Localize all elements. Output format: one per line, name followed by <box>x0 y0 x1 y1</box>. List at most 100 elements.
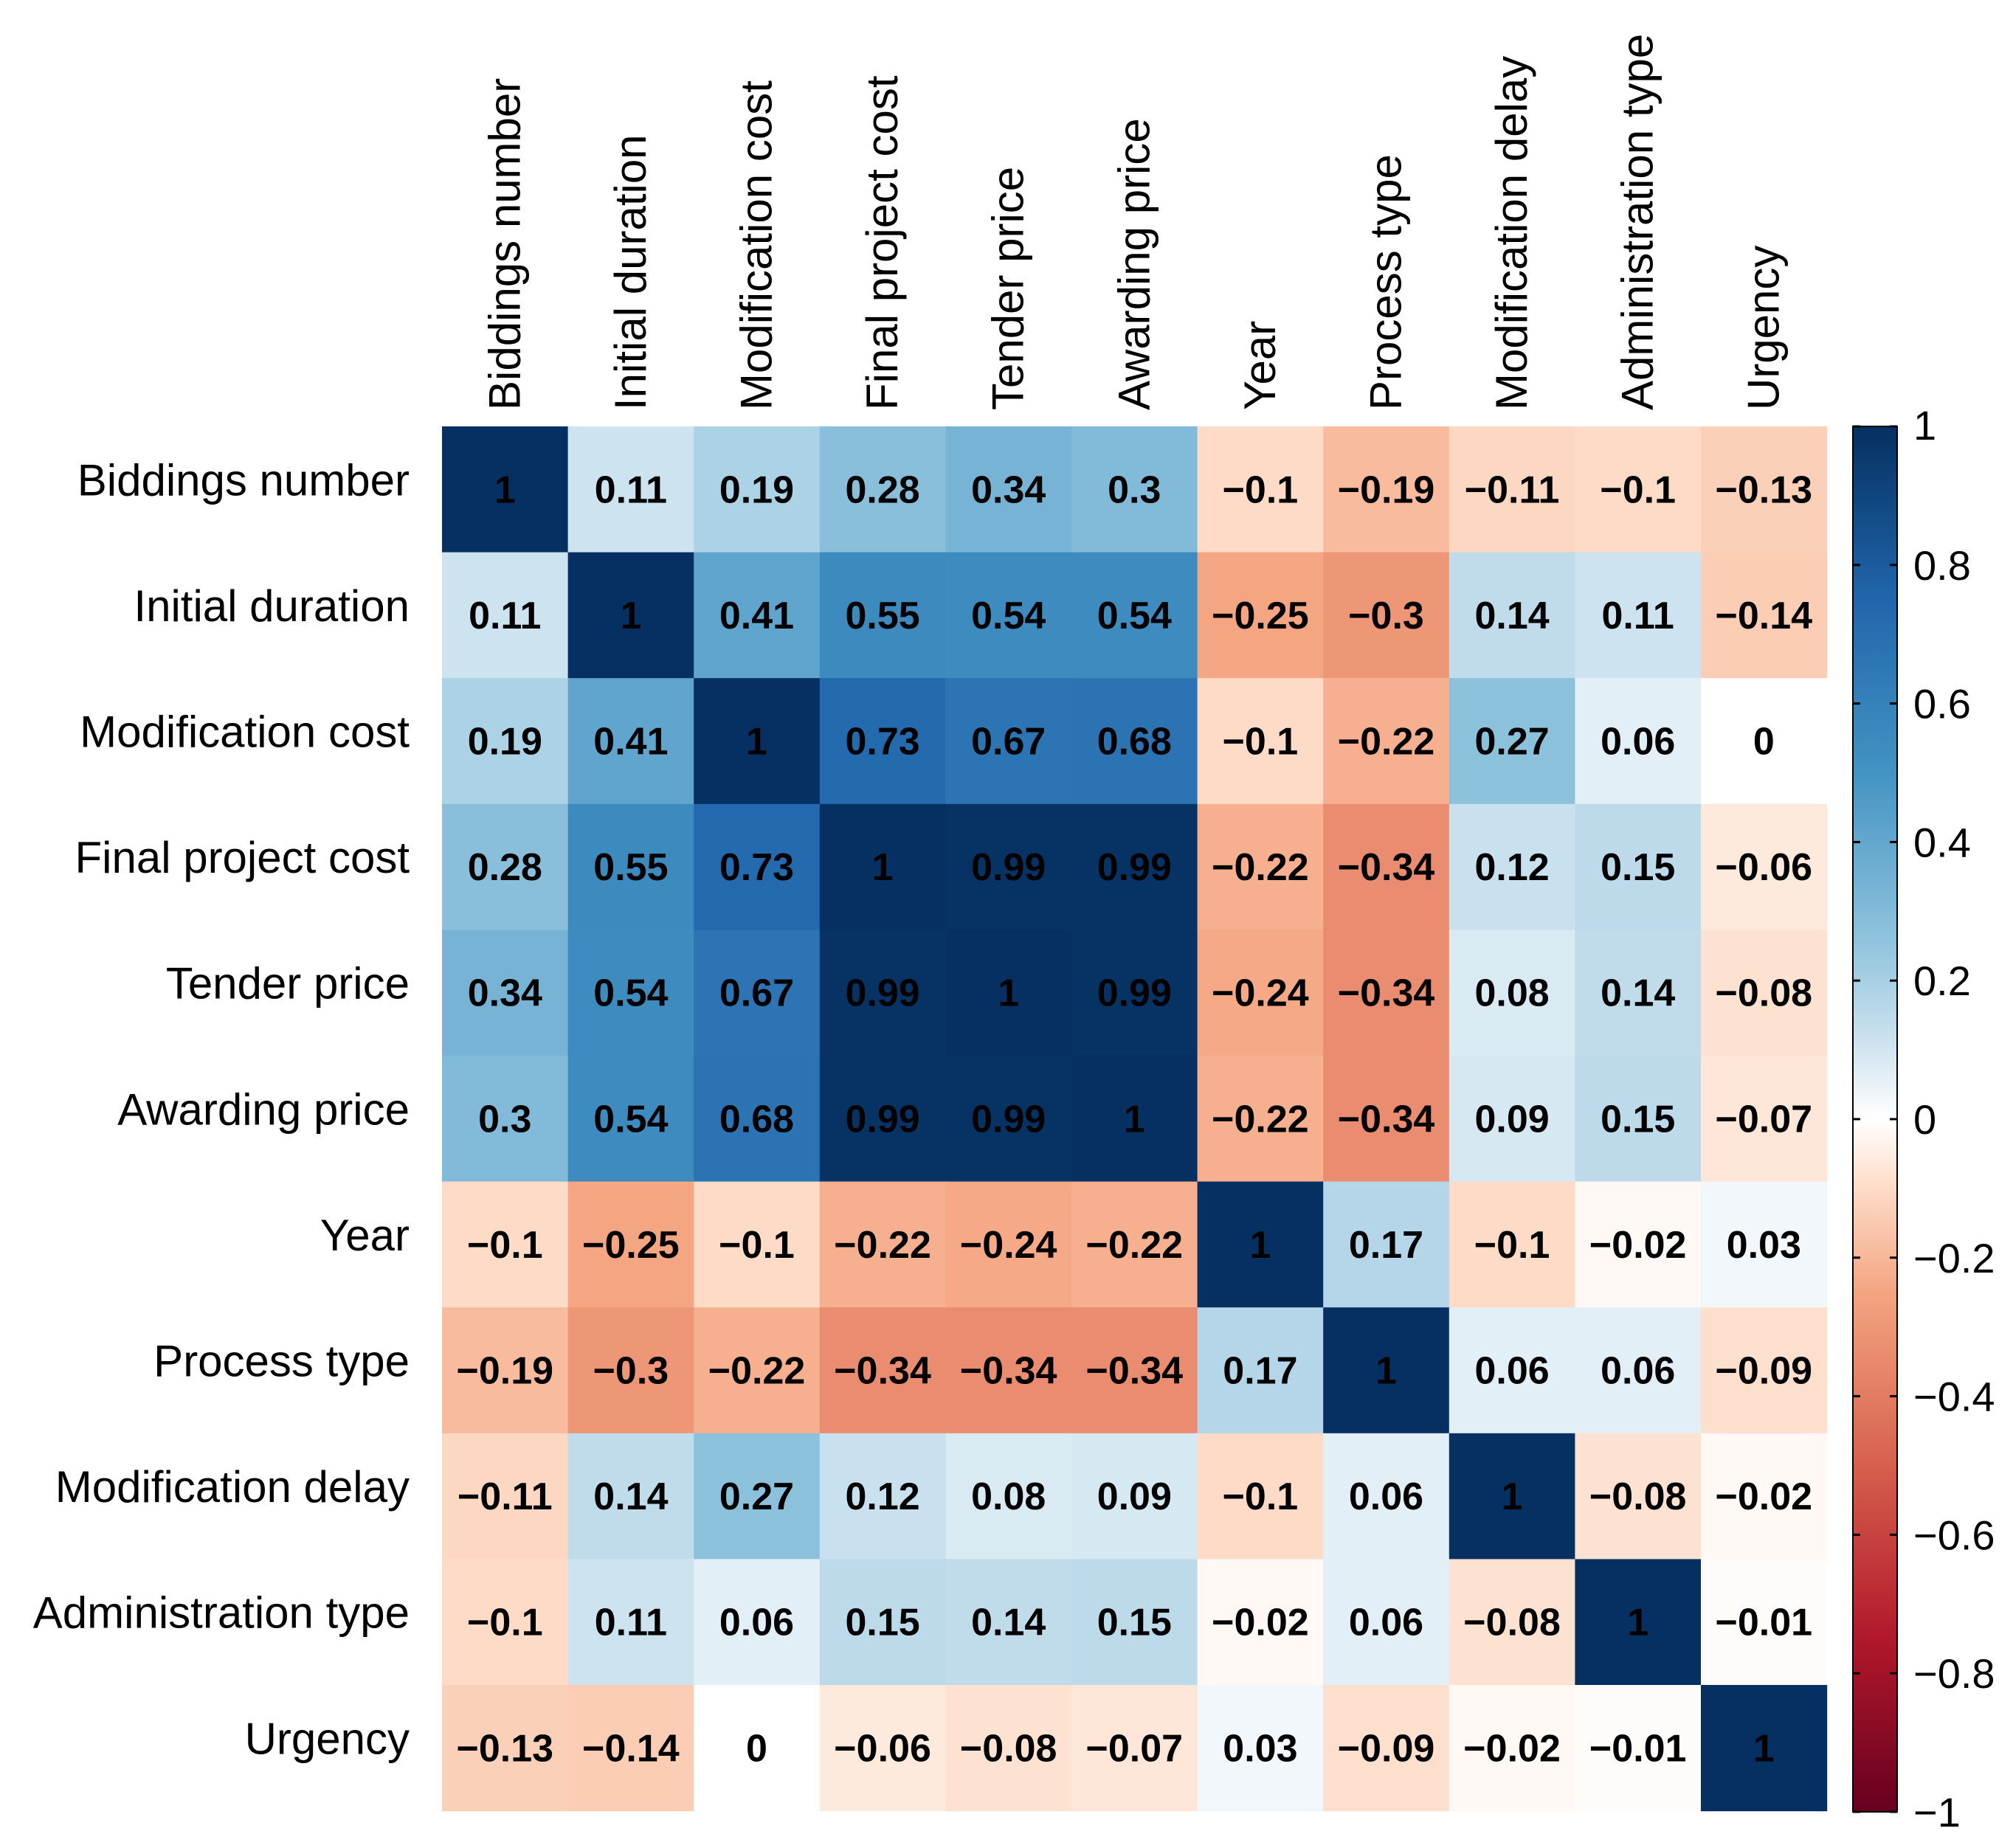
heatmap-cell-modification-delay-modification-delay <box>1449 1433 1575 1560</box>
legend-tick-label: 0.2 <box>1913 958 1971 1004</box>
cell-value-modification-cost-final-project-cost: 0.73 <box>845 721 919 764</box>
cell-value-biddings-number-urgency: −0.13 <box>1716 468 1813 511</box>
heatmap-cell-year-final-project-cost <box>819 1181 946 1308</box>
cell-value-administration-type-final-project-cost: 0.15 <box>845 1602 919 1644</box>
heatmap-cell-initial-duration-administration-type <box>1575 552 1702 679</box>
cell-value-final-project-cost-year: −0.22 <box>1212 846 1309 889</box>
heatmap-cell-biddings-number-modification-cost <box>694 426 821 553</box>
cell-value-tender-price-urgency: −0.08 <box>1716 972 1813 1015</box>
cell-value-modification-cost-administration-type: 0.06 <box>1601 721 1675 764</box>
column-label-process-type: Process type <box>1361 154 1411 410</box>
cell-value-biddings-number-year: −0.1 <box>1223 468 1299 511</box>
heatmap-cell-tender-price-urgency <box>1701 930 1828 1056</box>
cell-value-process-type-urgency: −0.09 <box>1716 1350 1813 1393</box>
heatmap-cell-initial-duration-initial-duration <box>567 552 694 679</box>
heatmap-cell-tender-price-modification-delay <box>1449 930 1575 1056</box>
heatmap-cell-tender-price-awarding-price <box>1071 930 1198 1056</box>
heatmap-cell-administration-type-process-type <box>1323 1559 1450 1686</box>
heatmap-cell-biddings-number-final-project-cost <box>819 426 946 553</box>
heatmap-cell-tender-price-process-type <box>1323 930 1450 1056</box>
cell-value-tender-price-administration-type: 0.14 <box>1601 972 1675 1015</box>
cell-value-awarding-price-initial-duration: 0.54 <box>593 1098 668 1141</box>
heatmap-cell-initial-duration-modification-cost <box>694 552 821 679</box>
cell-value-process-type-tender-price: −0.34 <box>960 1350 1057 1393</box>
heatmap-cell-modification-cost-modification-cost <box>694 678 821 805</box>
heatmap-cell-modification-delay-initial-duration <box>567 1433 694 1560</box>
heatmap-cell-modification-delay-biddings-number <box>442 1433 569 1560</box>
cell-value-urgency-biddings-number: −0.13 <box>457 1727 554 1770</box>
heatmap-cell-modification-delay-final-project-cost <box>819 1433 946 1560</box>
cell-value-awarding-price-modification-delay: 0.09 <box>1474 1098 1549 1141</box>
heatmap-cell-final-project-cost-final-project-cost <box>819 803 946 930</box>
heatmap-cell-awarding-price-tender-price <box>945 1056 1072 1183</box>
color-legend: 1 0.8 0.6 0.4 0.2 0 −0.2 −0.4 −0.6 −0.8 −1 <box>1852 402 1995 1835</box>
column-label-final-project-cost: Final project cost <box>857 75 907 410</box>
heatmap-cell-modification-delay-tender-price <box>945 1433 1072 1560</box>
heatmap-cell-awarding-price-year <box>1197 1056 1324 1183</box>
heatmap-cell-biddings-number-modification-delay <box>1449 426 1575 553</box>
heatmap-cell-process-type-biddings-number <box>442 1307 569 1434</box>
cell-value-initial-duration-process-type: −0.3 <box>1348 595 1424 637</box>
heatmap-cell-modification-delay-year <box>1197 1433 1324 1560</box>
cell-value-administration-type-modification-cost: 0.06 <box>719 1602 794 1644</box>
cell-value-administration-type-tender-price: 0.14 <box>971 1602 1046 1644</box>
heatmap-cell-administration-type-final-project-cost <box>819 1559 946 1686</box>
heatmap-cell-year-urgency <box>1701 1181 1828 1308</box>
heatmap-cell-year-tender-price <box>945 1181 1072 1308</box>
heatmap-cell-administration-type-awarding-price <box>1071 1559 1198 1686</box>
cell-value-initial-duration-modification-cost: 0.41 <box>719 595 794 637</box>
cell-value-biddings-number-modification-delay: −0.11 <box>1465 468 1560 511</box>
cell-value-awarding-price-urgency: −0.07 <box>1716 1098 1813 1141</box>
heatmap-cell-initial-duration-awarding-price <box>1071 552 1198 679</box>
cell-value-modification-cost-modification-cost: 1 <box>746 721 767 764</box>
heatmap-cell-modification-delay-administration-type <box>1575 1433 1702 1560</box>
column-label-administration-type: Administration type <box>1613 34 1662 410</box>
legend-tick-label: 0.6 <box>1913 681 1971 727</box>
column-labels: Biddings number Initial duration Modificat… <box>480 34 1788 410</box>
row-label-tender-price: Tender price <box>166 959 410 1008</box>
cell-value-modification-delay-year: −0.1 <box>1223 1475 1299 1518</box>
heatmap-cell-biddings-number-tender-price <box>945 426 1072 553</box>
cell-value-final-project-cost-modification-delay: 0.12 <box>1474 846 1549 889</box>
cell-value-process-type-process-type: 1 <box>1375 1350 1397 1393</box>
cell-value-administration-type-year: −0.02 <box>1212 1602 1309 1644</box>
heatmap-cell-modification-cost-tender-price <box>945 678 1072 805</box>
heatmap-cell-urgency-process-type <box>1323 1685 1450 1812</box>
cell-value-tender-price-tender-price: 1 <box>998 972 1019 1015</box>
heatmap-cell-process-type-final-project-cost <box>819 1307 946 1434</box>
cell-value-process-type-final-project-cost: −0.34 <box>834 1350 931 1393</box>
cell-value-urgency-modification-delay: −0.02 <box>1463 1727 1561 1770</box>
cell-value-administration-type-modification-delay: −0.08 <box>1463 1602 1561 1644</box>
cell-value-tender-price-process-type: −0.34 <box>1338 972 1435 1015</box>
cell-value-final-project-cost-biddings-number: 0.28 <box>468 846 542 889</box>
heatmap-cell-modification-delay-process-type <box>1323 1433 1450 1560</box>
cell-value-initial-duration-modification-delay: 0.14 <box>1474 595 1549 637</box>
cell-value-final-project-cost-process-type: −0.34 <box>1338 846 1435 889</box>
cell-value-urgency-final-project-cost: −0.06 <box>834 1727 931 1770</box>
heatmap-cell-administration-type-biddings-number <box>442 1559 569 1686</box>
cell-value-modification-cost-biddings-number: 0.19 <box>468 721 542 764</box>
column-label-year: Year <box>1235 321 1285 410</box>
cell-value-modification-cost-year: −0.1 <box>1223 721 1299 764</box>
cell-value-modification-delay-urgency: −0.02 <box>1716 1475 1813 1518</box>
heatmap-cell-biddings-number-process-type <box>1323 426 1450 553</box>
cell-value-year-modification-delay: −0.1 <box>1474 1224 1550 1267</box>
heatmap-cell-administration-type-modification-delay <box>1449 1559 1575 1686</box>
cell-value-awarding-price-modification-cost: 0.68 <box>719 1098 794 1141</box>
heatmap-cell-initial-duration-final-project-cost <box>819 552 946 679</box>
cell-value-administration-type-biddings-number: −0.1 <box>467 1602 543 1644</box>
heatmap-cell-process-type-process-type <box>1323 1307 1450 1434</box>
heatmap-cell-final-project-cost-urgency <box>1701 803 1828 930</box>
cell-value-awarding-price-final-project-cost: 0.99 <box>845 1098 919 1141</box>
heatmap-cell-awarding-price-process-type <box>1323 1056 1450 1183</box>
cell-value-modification-delay-modification-delay: 1 <box>1502 1475 1523 1518</box>
cell-value-administration-type-urgency: −0.01 <box>1716 1602 1813 1644</box>
heatmap-cell-urgency-biddings-number <box>442 1685 569 1812</box>
cell-value-modification-cost-tender-price: 0.67 <box>971 721 1046 764</box>
cell-value-biddings-number-process-type: −0.19 <box>1338 468 1435 511</box>
cell-value-final-project-cost-final-project-cost: 1 <box>872 846 894 889</box>
heatmap-cell-final-project-cost-modification-cost <box>694 803 821 930</box>
column-label-urgency: Urgency <box>1738 246 1788 410</box>
column-label-biddings-number: Biddings number <box>480 78 529 410</box>
